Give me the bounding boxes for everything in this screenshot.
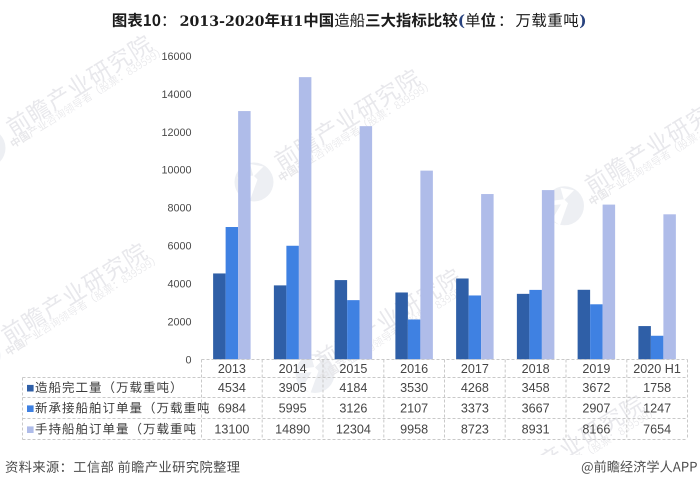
svg-text:3373: 3373 (461, 401, 489, 415)
svg-text:5995: 5995 (279, 401, 307, 415)
svg-text:12000: 12000 (161, 127, 191, 139)
svg-text:2016: 2016 (400, 362, 428, 376)
svg-text:2907: 2907 (582, 401, 610, 415)
svg-text:2000: 2000 (167, 316, 191, 328)
svg-text:14890: 14890 (275, 422, 310, 436)
svg-text:6984: 6984 (218, 401, 246, 415)
svg-text:2014: 2014 (279, 362, 307, 376)
svg-text:4184: 4184 (339, 381, 367, 395)
svg-text:3458: 3458 (522, 381, 550, 395)
svg-text:14000: 14000 (161, 89, 191, 101)
svg-text:4000: 4000 (167, 279, 191, 291)
svg-text:3530: 3530 (400, 381, 428, 395)
svg-text:16000: 16000 (161, 51, 191, 63)
svg-text:10000: 10000 (161, 165, 191, 177)
svg-text:2015: 2015 (339, 362, 367, 376)
svg-text:3905: 3905 (279, 381, 307, 395)
svg-text:3126: 3126 (339, 401, 367, 415)
svg-text:2020 H1: 2020 H1 (633, 362, 681, 376)
svg-text:2017: 2017 (461, 362, 489, 376)
svg-text:9958: 9958 (400, 422, 428, 436)
svg-text:2018: 2018 (522, 362, 550, 376)
svg-text:8723: 8723 (461, 422, 489, 436)
svg-text:0: 0 (185, 354, 191, 366)
svg-text:2107: 2107 (400, 401, 428, 415)
svg-text:6000: 6000 (167, 241, 191, 253)
svg-text:7654: 7654 (643, 422, 671, 436)
svg-text:1758: 1758 (643, 381, 671, 395)
svg-text:3672: 3672 (582, 381, 610, 395)
svg-text:4534: 4534 (218, 381, 246, 395)
svg-text:8000: 8000 (167, 203, 191, 215)
svg-text:8166: 8166 (582, 422, 610, 436)
svg-text:13100: 13100 (214, 422, 249, 436)
svg-text:3667: 3667 (522, 401, 550, 415)
svg-text:2019: 2019 (582, 362, 610, 376)
svg-text:12304: 12304 (336, 422, 371, 436)
svg-text:2013: 2013 (218, 362, 246, 376)
svg-text:8931: 8931 (522, 422, 550, 436)
svg-text:4268: 4268 (461, 381, 489, 395)
svg-text:1247: 1247 (643, 401, 671, 415)
